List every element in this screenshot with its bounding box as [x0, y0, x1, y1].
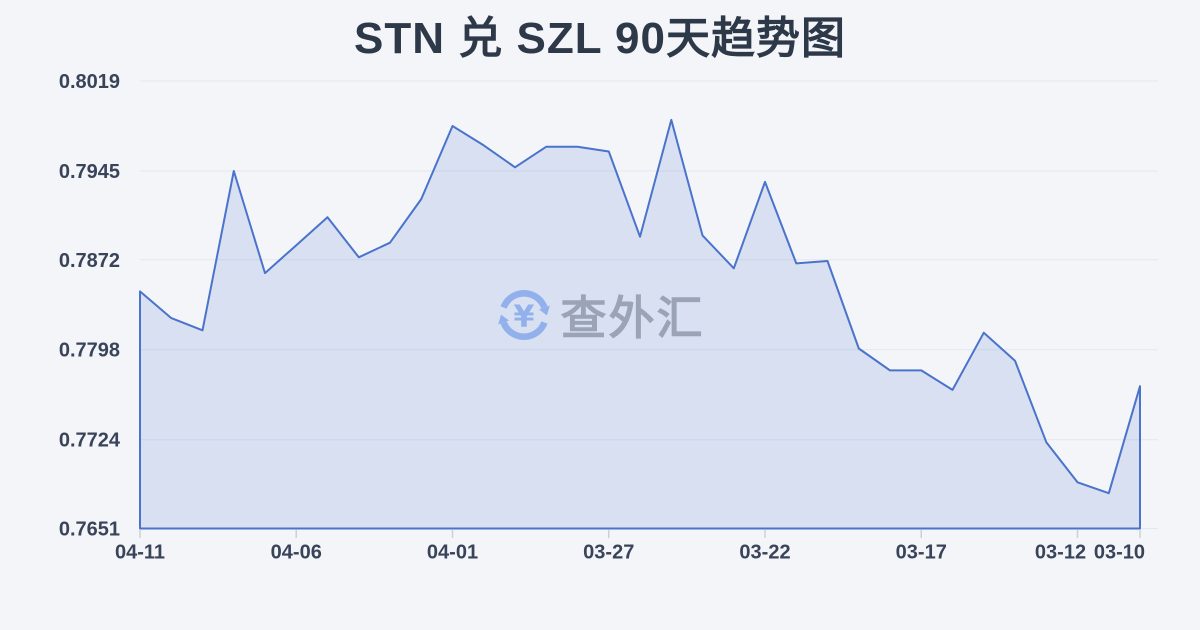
x-axis-label: 03-27 — [583, 542, 634, 564]
x-axis-label: 04-01 — [427, 542, 478, 564]
y-axis-label: 0.7945 — [59, 161, 120, 183]
x-axis-label: 04-11 — [115, 542, 165, 564]
area-series — [139, 118, 1141, 530]
x-axis-label: 03-10 — [1094, 542, 1145, 564]
y-axis-label: 0.7724 — [59, 430, 121, 452]
y-axis-label: 0.8019 — [59, 71, 120, 93]
y-axis-label: 0.7798 — [59, 340, 120, 362]
x-axis-label: 03-22 — [739, 542, 790, 564]
x-axis-label: 03-17 — [896, 542, 947, 564]
y-axis-label: 0.7872 — [59, 250, 120, 272]
y-axis-label: 0.7651 — [59, 519, 120, 541]
x-axis-label: 03-12 — [1035, 542, 1086, 564]
chart-title: STN 兑 SZL 90天趋势图 — [354, 14, 846, 63]
x-axis-label: 04-06 — [271, 542, 322, 564]
